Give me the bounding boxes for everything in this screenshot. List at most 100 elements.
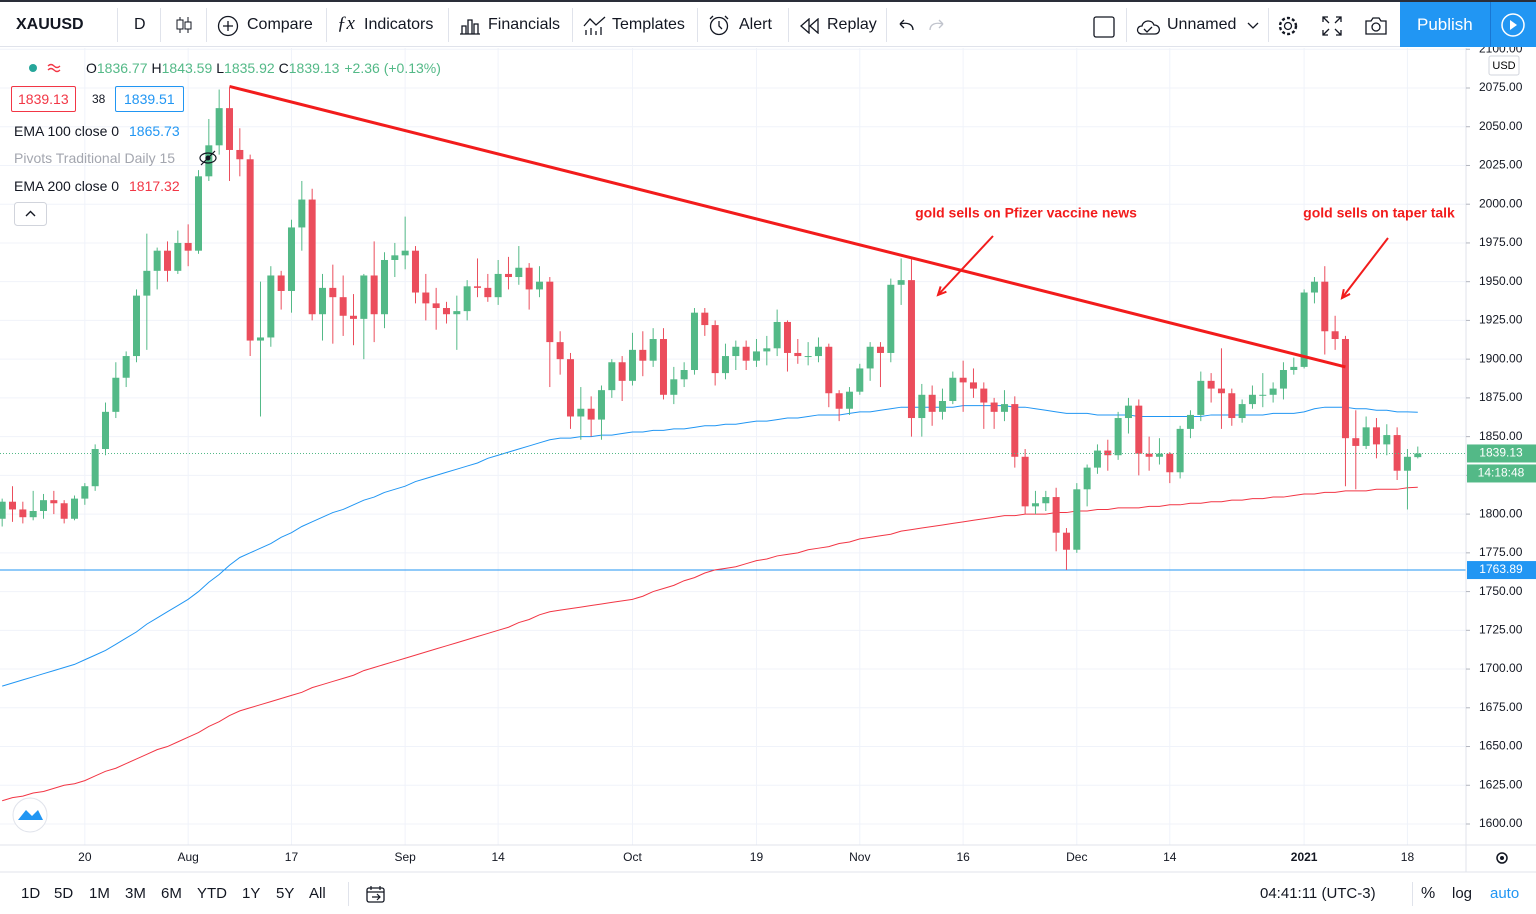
separator bbox=[1268, 8, 1269, 42]
candle-body bbox=[1135, 405, 1143, 454]
scale-option[interactable]: % bbox=[1421, 885, 1436, 902]
replay-button[interactable]: Replay bbox=[827, 16, 877, 33]
range-button[interactable]: 5Y bbox=[276, 885, 295, 902]
range-button[interactable]: 1Y bbox=[242, 885, 261, 902]
candle-body bbox=[556, 342, 564, 360]
undo-redo[interactable] bbox=[897, 18, 947, 34]
replay-icon[interactable] bbox=[800, 18, 820, 34]
ohlc-label: C bbox=[278, 60, 289, 76]
candle-body bbox=[566, 359, 574, 417]
y-tick-label: 2075.00 bbox=[1479, 80, 1523, 94]
candle-body bbox=[153, 250, 161, 271]
y-tick-label: 1650.00 bbox=[1479, 739, 1523, 753]
y-tick-label: 2025.00 bbox=[1479, 158, 1523, 172]
settings-icon[interactable] bbox=[1496, 852, 1508, 864]
candle-body bbox=[205, 145, 213, 177]
candle-body bbox=[453, 311, 461, 315]
candle-body bbox=[618, 362, 626, 381]
snapshot-button[interactable] bbox=[1364, 16, 1388, 36]
dropdown-icon[interactable] bbox=[1247, 22, 1259, 30]
goto-date-icon[interactable] bbox=[366, 885, 386, 903]
annotation: gold sells on Pfizer vaccine news bbox=[915, 205, 1137, 221]
hidden-icon[interactable] bbox=[198, 150, 218, 166]
candle-body bbox=[1352, 438, 1360, 446]
financials-button[interactable]: Financials bbox=[488, 16, 561, 33]
range-button[interactable]: 6M bbox=[161, 885, 182, 902]
collapse-button[interactable] bbox=[14, 202, 47, 226]
candle-body bbox=[649, 339, 657, 361]
scale-option[interactable]: auto bbox=[1490, 885, 1520, 902]
candle-body bbox=[856, 368, 864, 392]
sell-price[interactable]: 1839.13 bbox=[11, 86, 76, 112]
financials-icon[interactable] bbox=[459, 17, 481, 35]
publish-background[interactable] bbox=[1400, 2, 1490, 47]
candle-body bbox=[1093, 450, 1101, 468]
separator bbox=[788, 8, 789, 42]
indicators-button[interactable]: Indicators bbox=[364, 16, 434, 33]
play-icon[interactable] bbox=[1500, 12, 1526, 38]
layout-name[interactable]: Unnamed bbox=[1167, 16, 1237, 33]
chart-type-icon[interactable] bbox=[175, 16, 193, 34]
candle-body bbox=[980, 388, 988, 403]
separator bbox=[697, 8, 698, 42]
candle-body bbox=[773, 321, 781, 349]
x-tick-label: Sep bbox=[394, 850, 416, 864]
range-button[interactable]: 3M bbox=[125, 885, 146, 902]
ema100-value: 1865.73 bbox=[129, 123, 180, 139]
candle-body bbox=[1145, 453, 1153, 457]
logo[interactable] bbox=[12, 797, 48, 833]
candle-body bbox=[1042, 497, 1050, 504]
candle-body bbox=[628, 349, 636, 381]
interval[interactable]: D bbox=[134, 16, 146, 33]
ema200-value: 1817.32 bbox=[129, 178, 180, 194]
publish-button[interactable]: Publish bbox=[1417, 15, 1473, 34]
range-button[interactable]: 1M bbox=[89, 885, 110, 902]
candle-body bbox=[949, 377, 957, 401]
last-price-label: 1839.13 bbox=[1479, 446, 1523, 460]
candle-body bbox=[587, 408, 595, 420]
annotation-arrowhead bbox=[1340, 288, 1351, 300]
candle-body bbox=[236, 149, 244, 160]
y-tick-label: 1925.00 bbox=[1479, 313, 1523, 327]
scale-option[interactable]: log bbox=[1452, 885, 1473, 902]
alert-icon[interactable] bbox=[708, 15, 732, 37]
candle-body bbox=[163, 250, 171, 271]
symbol[interactable]: XAUUSD bbox=[16, 16, 84, 33]
candle-body bbox=[1362, 427, 1370, 446]
annotation-arrow bbox=[937, 235, 994, 296]
candle-body bbox=[639, 349, 647, 361]
candle-body bbox=[887, 284, 895, 353]
x-tick-label: Oct bbox=[623, 850, 642, 864]
candle-body bbox=[298, 199, 306, 228]
candle-body bbox=[690, 312, 698, 371]
separator bbox=[117, 8, 118, 42]
clock[interactable]: 04:41:11 (UTC-3) bbox=[1260, 885, 1376, 902]
templates-icon[interactable] bbox=[583, 16, 607, 36]
settings-button[interactable] bbox=[1277, 15, 1299, 37]
last-price-box bbox=[1467, 444, 1536, 463]
templates-button[interactable]: Templates bbox=[612, 16, 685, 33]
alert-button[interactable]: Alert bbox=[739, 16, 772, 33]
currency-label: USD bbox=[1492, 60, 1515, 72]
candle-body bbox=[1062, 532, 1070, 550]
range-button[interactable]: YTD bbox=[197, 885, 227, 902]
fullscreen-button[interactable] bbox=[1322, 16, 1342, 36]
range-button[interactable]: 1D bbox=[21, 885, 41, 902]
range-button[interactable]: 5D bbox=[54, 885, 74, 902]
candle-body bbox=[1217, 388, 1225, 394]
ohlc-value: 1835.92 bbox=[224, 60, 275, 76]
compare-icon[interactable] bbox=[217, 15, 239, 37]
y-tick-label: 1775.00 bbox=[1479, 545, 1523, 559]
candle-body bbox=[680, 370, 688, 380]
candle-body bbox=[928, 394, 936, 412]
compare-button[interactable]: Compare bbox=[247, 16, 313, 33]
layout-icon[interactable] bbox=[1093, 16, 1115, 38]
y-tick-label: 1725.00 bbox=[1479, 622, 1523, 636]
separator bbox=[886, 8, 887, 42]
range-button[interactable]: All bbox=[309, 885, 326, 902]
buy-price[interactable]: 1839.51 bbox=[115, 86, 184, 112]
cloud-icon[interactable] bbox=[1135, 17, 1163, 35]
indicators-icon[interactable]: ƒx bbox=[337, 13, 355, 34]
y-tick-label: 1625.00 bbox=[1479, 777, 1523, 791]
